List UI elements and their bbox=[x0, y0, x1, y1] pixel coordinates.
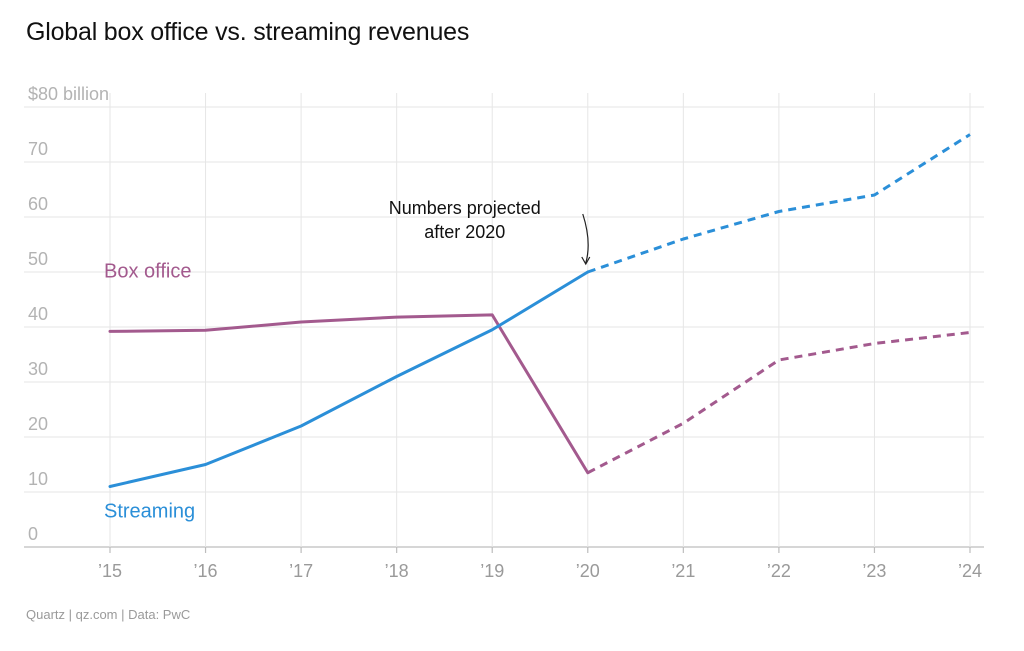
y-tick-label: 50 bbox=[28, 249, 48, 269]
y-tick-label: 60 bbox=[28, 194, 48, 214]
x-tick-label: ’20 bbox=[576, 561, 600, 581]
streaming-line-projected bbox=[587, 133, 971, 274]
streaming-line-actual bbox=[108, 270, 590, 488]
y-axis-ticks: 0 10 20 30 40 50 60 70 $80 billion bbox=[28, 84, 109, 544]
box-office-line-actual bbox=[108, 313, 590, 475]
y-tick-label: 20 bbox=[28, 414, 48, 434]
chart-title: Global box office vs. streaming revenues bbox=[26, 18, 470, 46]
annotation: Numbers projected after 2020 bbox=[389, 198, 591, 266]
annotation-arrow bbox=[582, 213, 589, 264]
y-tick-label: 40 bbox=[28, 304, 48, 324]
x-axis-ticks: ’15 ’16 ’17 ’18 ’19 ’20 ’21 ’22 ’23 ’24 bbox=[98, 561, 982, 581]
x-tick-label: ’19 bbox=[480, 561, 504, 581]
series-lines bbox=[108, 133, 971, 488]
source-footer: Quartz | qz.com | Data: PwC bbox=[26, 607, 191, 622]
y-tick-label: 0 bbox=[28, 524, 38, 544]
annotation-arrowhead bbox=[581, 256, 591, 266]
y-tick-label: $80 billion bbox=[28, 84, 109, 104]
box-office-line-projected bbox=[587, 331, 971, 475]
y-tick-label: 70 bbox=[28, 139, 48, 159]
x-tick-label: ’17 bbox=[289, 561, 313, 581]
x-tick-label: ’24 bbox=[958, 561, 982, 581]
x-tick-label: ’15 bbox=[98, 561, 122, 581]
x-tick-label: ’21 bbox=[671, 561, 695, 581]
annotation-text-line: after 2020 bbox=[424, 222, 505, 242]
x-tick-label: ’22 bbox=[767, 561, 791, 581]
x-tick-label: ’16 bbox=[194, 561, 218, 581]
box-office-label: Box office bbox=[104, 260, 191, 282]
x-tick-label: ’18 bbox=[385, 561, 409, 581]
streaming-label: Streaming bbox=[104, 501, 195, 523]
annotation-text-line: Numbers projected bbox=[389, 198, 541, 218]
x-tick-label: ’23 bbox=[862, 561, 886, 581]
series-labels: Box office Streaming bbox=[104, 260, 195, 522]
y-tick-label: 10 bbox=[28, 469, 48, 489]
y-tick-label: 30 bbox=[28, 359, 48, 379]
